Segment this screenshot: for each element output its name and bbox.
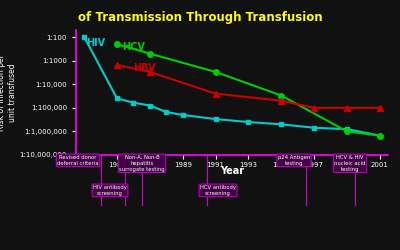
Text: HIV antibody
screening: HIV antibody screening xyxy=(93,185,127,196)
Text: Revised donor
deferral criteria: Revised donor deferral criteria xyxy=(57,155,99,166)
Text: Non-A, Non-B
hepatitis
surrogate testing: Non-A, Non-B hepatitis surrogate testing xyxy=(119,155,165,172)
Text: Year: Year xyxy=(220,166,244,176)
Text: p24 Antigen
testing: p24 Antigen testing xyxy=(278,155,310,166)
Text: HIV: HIV xyxy=(86,38,105,48)
Text: HCV: HCV xyxy=(122,42,145,52)
Y-axis label: Risk of infection per
unit transfused: Risk of infection per unit transfused xyxy=(0,54,17,131)
Text: HBV: HBV xyxy=(134,62,156,72)
Text: HCV & HIV
nucleic acid
testing: HCV & HIV nucleic acid testing xyxy=(334,155,366,172)
Text: of Transmission Through Transfusion: of Transmission Through Transfusion xyxy=(78,11,322,24)
Text: HCV antibody
screening: HCV antibody screening xyxy=(200,185,236,196)
